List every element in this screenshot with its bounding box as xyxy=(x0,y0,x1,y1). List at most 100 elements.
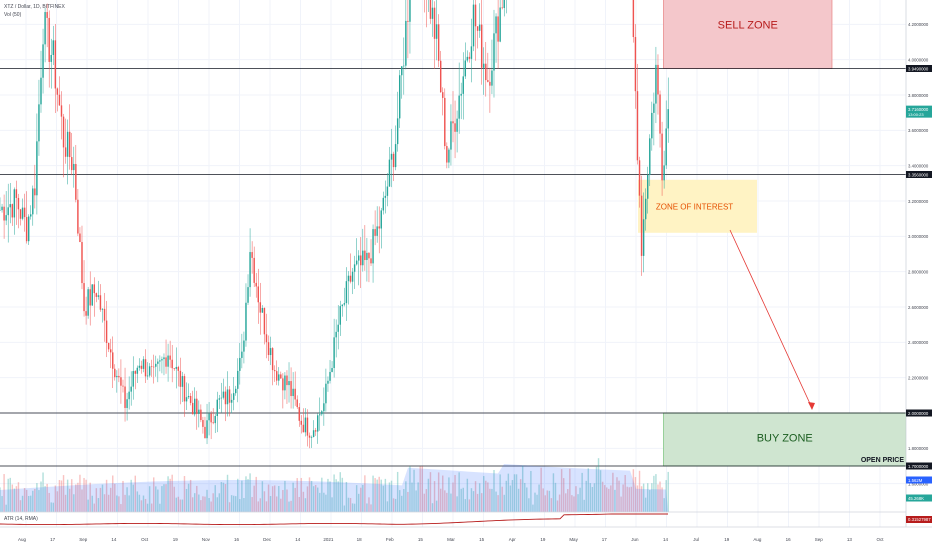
candle-body xyxy=(189,395,192,403)
volume-bar xyxy=(554,482,557,512)
volume-bar xyxy=(622,484,624,512)
volume-bar xyxy=(284,480,286,512)
volume-bar xyxy=(112,475,114,512)
volume-bar xyxy=(7,478,9,512)
candle-body xyxy=(218,398,221,400)
candle-body xyxy=(294,388,296,400)
candle-body xyxy=(103,308,106,321)
volume-bar xyxy=(444,490,446,512)
volume-bar xyxy=(528,498,530,512)
candle-body xyxy=(122,385,124,387)
candle-body xyxy=(255,282,257,287)
volume-bar xyxy=(333,474,335,512)
volume-bar xyxy=(538,484,540,512)
volume-bar xyxy=(472,491,475,512)
volume-bar xyxy=(302,491,305,512)
volume-bar xyxy=(218,493,221,512)
volume-bar xyxy=(210,501,212,512)
volume-bar xyxy=(423,493,426,512)
candle-body xyxy=(191,402,194,415)
candle-body xyxy=(142,359,145,369)
volume-bar xyxy=(567,489,569,512)
candle-body xyxy=(364,250,366,261)
candle-body xyxy=(77,199,79,234)
volume-bar xyxy=(89,482,91,512)
volume-bar xyxy=(316,487,319,512)
volume-bar xyxy=(296,478,298,512)
volume-bar xyxy=(261,481,264,512)
candle-body xyxy=(276,371,278,381)
candle-body xyxy=(357,255,360,261)
candle-body xyxy=(202,420,204,427)
volume-bar xyxy=(526,487,528,512)
candle-body xyxy=(651,112,653,139)
candle-body xyxy=(448,149,450,163)
volume-bar xyxy=(120,504,122,512)
time-tick-label: 17 xyxy=(50,537,56,542)
level-badge xyxy=(906,65,932,72)
volume-bar xyxy=(13,488,16,512)
volume-bar xyxy=(50,502,52,512)
candle-body xyxy=(480,24,483,68)
candle-body xyxy=(312,430,315,437)
volume-bar xyxy=(663,498,665,512)
candle-body xyxy=(347,275,350,282)
candle-body xyxy=(316,415,319,432)
volume-bar xyxy=(243,497,245,512)
volume-bars xyxy=(0,458,669,512)
volume-bar xyxy=(109,487,112,512)
volume-bar xyxy=(66,479,69,512)
volume-bar xyxy=(191,497,194,512)
volume-bar xyxy=(314,484,317,512)
candle-body xyxy=(79,233,81,243)
volume-bar xyxy=(339,472,341,512)
volume-bar xyxy=(659,481,661,512)
volume-bar xyxy=(610,485,612,512)
volume-bar xyxy=(280,498,282,512)
last-price-label: 3.7160000 xyxy=(908,107,929,112)
candle-body xyxy=(159,360,161,362)
candle-body xyxy=(474,4,477,27)
volume-bar xyxy=(357,493,360,512)
volume-bar xyxy=(370,504,372,512)
volume-bar xyxy=(161,486,163,512)
volume-bar xyxy=(77,482,79,512)
volume-bar xyxy=(230,495,233,512)
time-tick-label: 17 xyxy=(602,537,608,542)
price-tick-label: 3.0000000 xyxy=(908,234,929,239)
volume-bar xyxy=(64,494,67,512)
time-tick-label: 15 xyxy=(418,537,424,542)
time-tick-label: 19 xyxy=(540,537,546,542)
volume-bar xyxy=(640,486,643,512)
candle-body xyxy=(97,295,100,297)
candle-body xyxy=(138,365,141,368)
candle-body xyxy=(17,197,20,210)
volume-bar xyxy=(331,497,333,512)
candle-body xyxy=(476,26,479,31)
volume-bar xyxy=(87,499,89,512)
volume-bar xyxy=(36,483,38,512)
candle-body xyxy=(200,409,202,421)
volume-bar xyxy=(442,475,444,512)
candle-body xyxy=(179,370,182,387)
volume-bar xyxy=(562,478,565,512)
time-tick-label: Dec xyxy=(263,537,272,542)
candle-body xyxy=(220,397,223,399)
time-tick-label: 19 xyxy=(173,537,179,542)
volume-bar xyxy=(269,496,272,512)
candle-body xyxy=(71,157,73,171)
volume-bar xyxy=(552,473,555,512)
volume-bar xyxy=(636,485,639,512)
candle-body xyxy=(282,378,284,391)
volume-bar xyxy=(587,468,590,512)
volume-bar xyxy=(540,467,542,512)
time-tick-label: Aug xyxy=(18,537,27,542)
volume-bar xyxy=(515,474,518,512)
last-price-badge xyxy=(906,105,932,118)
candle-body xyxy=(431,7,434,19)
volume-bar xyxy=(276,496,278,512)
volume-bar xyxy=(208,497,210,512)
volume-bar xyxy=(569,468,571,512)
